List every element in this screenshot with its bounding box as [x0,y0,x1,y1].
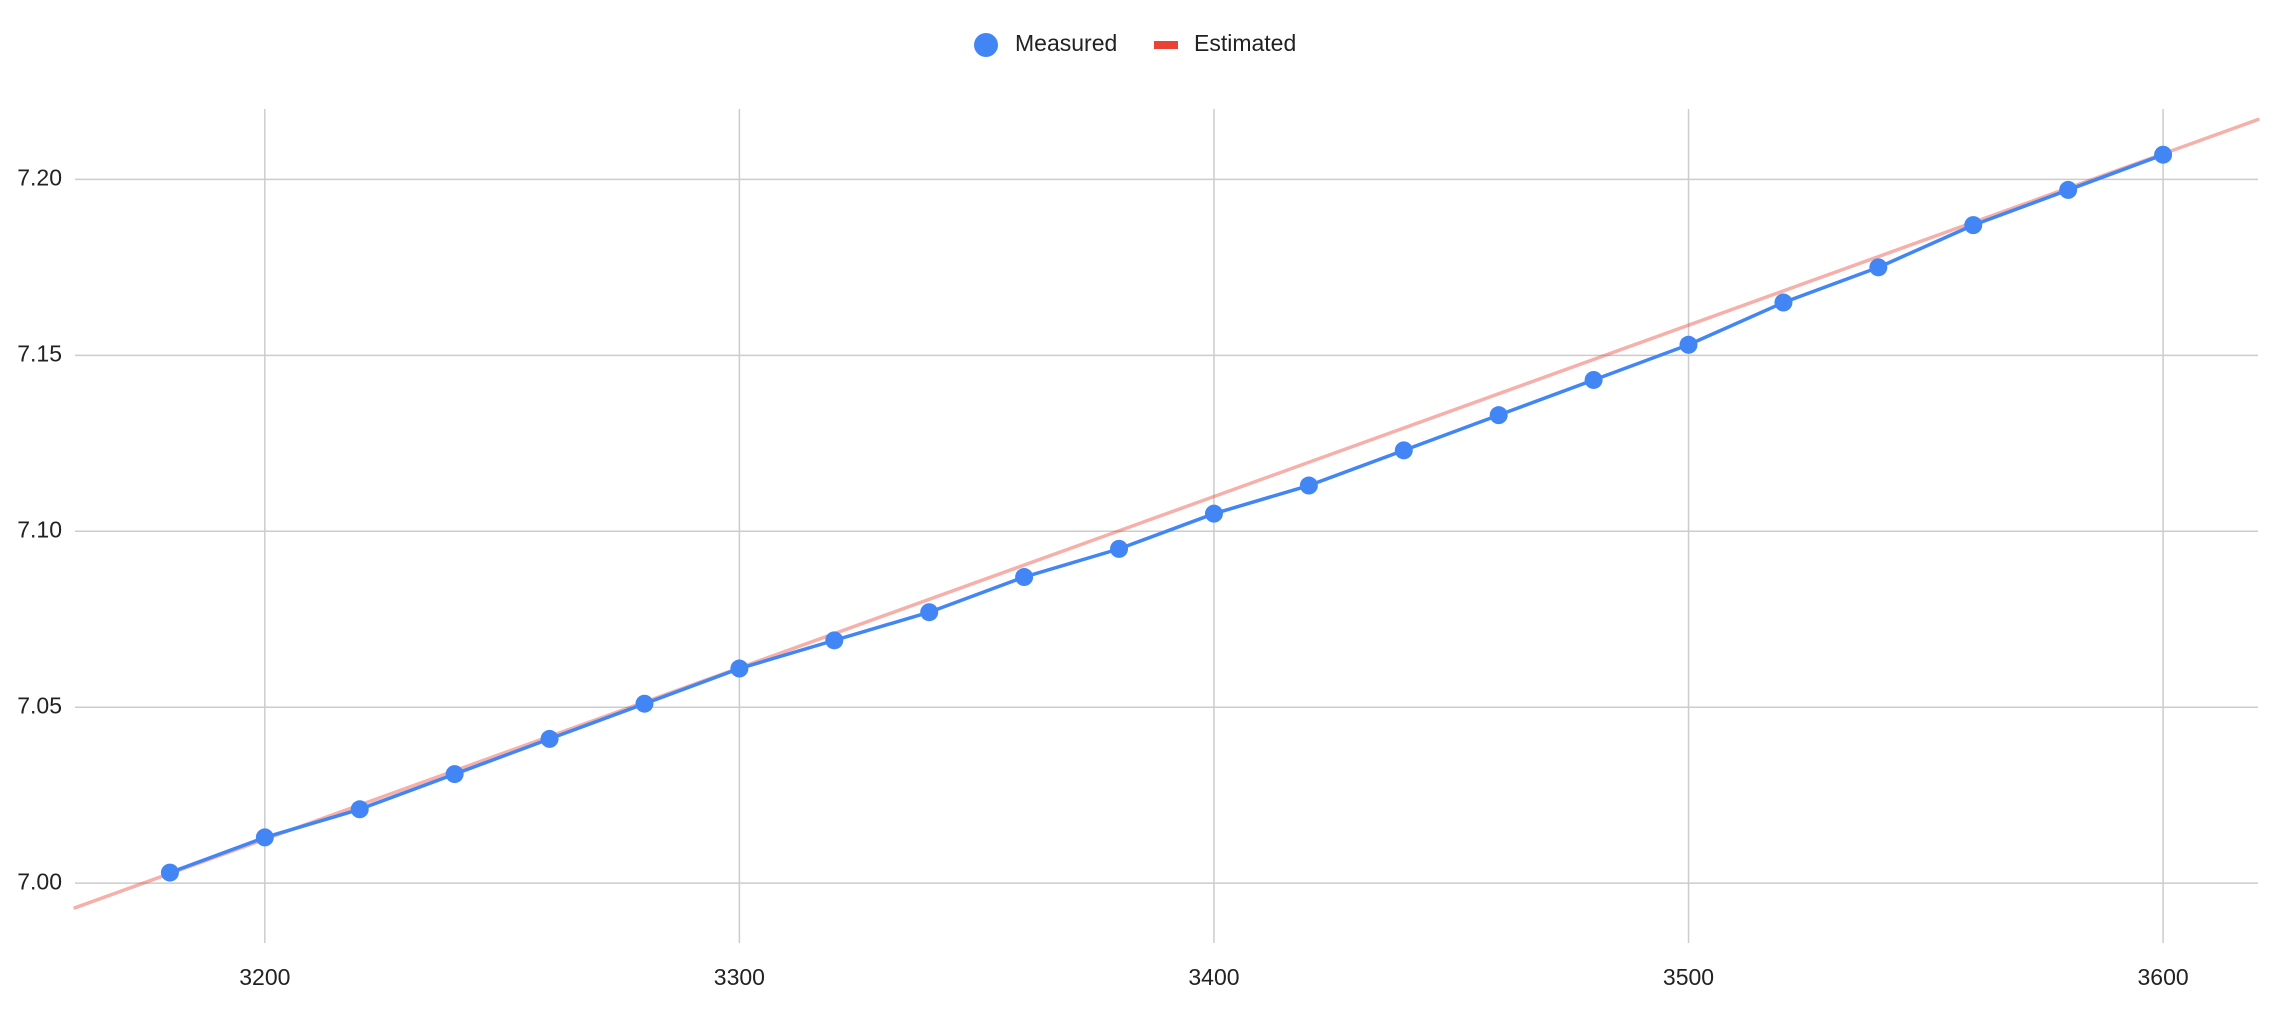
data-point [160,863,179,882]
y-tick-label: 7.00 [17,868,62,894]
data-point [255,828,274,847]
y-tick-label: 7.05 [17,692,62,718]
data-point [2154,145,2173,164]
data-point [1584,370,1603,389]
legend-label: Measured [1015,30,1117,56]
data-point [825,631,844,650]
x-tick-label: 3600 [2138,964,2189,990]
legend-label: Estimated [1194,30,1296,56]
data-point [1869,258,1888,277]
x-tick-label: 3300 [714,964,765,990]
data-point [920,603,939,622]
data-point [1964,216,1983,235]
series-line [168,153,2165,875]
data-point [350,800,369,819]
legend: Measured Estimated [974,30,1296,57]
y-tick-label: 7.15 [17,340,62,366]
data-point [1204,504,1223,523]
data-point [1679,335,1698,354]
x-tick-label: 3400 [1188,964,1239,990]
data-point [1774,293,1793,312]
y-tick-label: 7.20 [17,164,62,190]
legend-marker [1154,41,1178,49]
x-tick-label: 3500 [1663,964,1714,990]
series-line [73,117,2260,910]
y-tick-label: 7.10 [17,516,62,542]
data-point [1489,406,1508,425]
data-point [730,659,749,678]
data-point [1394,441,1413,460]
x-tick-label: 3200 [239,964,290,990]
legend-marker [974,33,998,57]
data-point [1110,539,1129,558]
data-point [2059,180,2078,199]
data-point [1015,568,1034,587]
data-point [540,729,559,748]
data-point [445,765,464,784]
data-point [1299,476,1318,495]
data-point [635,694,654,713]
